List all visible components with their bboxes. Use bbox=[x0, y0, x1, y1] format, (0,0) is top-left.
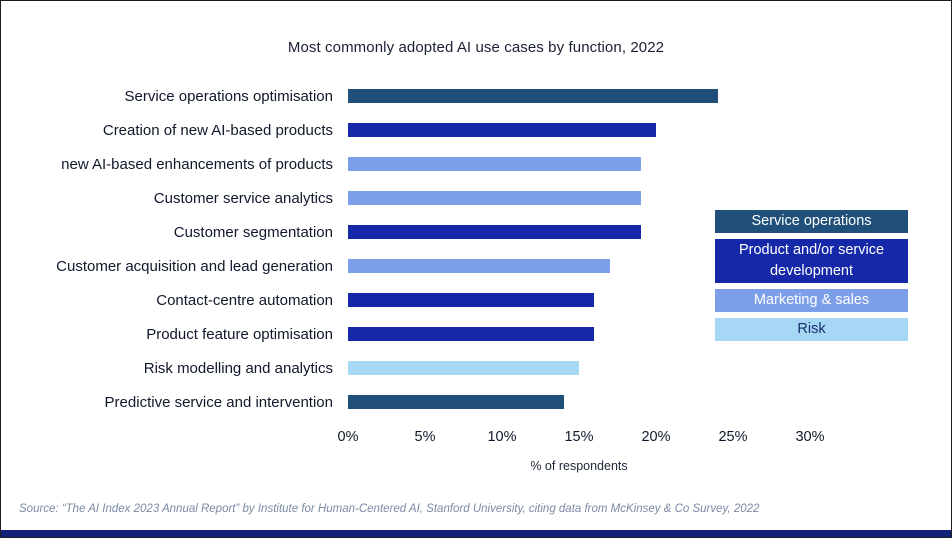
legend: Service operations Product and/or service… bbox=[715, 210, 908, 347]
bar-track bbox=[348, 123, 810, 137]
bar bbox=[348, 225, 641, 239]
legend-item: Risk bbox=[715, 318, 908, 341]
bar-label: Customer acquisition and lead generation bbox=[56, 257, 333, 275]
bar-track bbox=[348, 157, 810, 171]
bar-row: Creation of new AI-based products bbox=[19, 113, 819, 147]
chart-title: Most commonly adopted AI use cases by fu… bbox=[287, 39, 665, 56]
legend-item: Product and/or service development bbox=[715, 239, 908, 283]
bar bbox=[348, 293, 595, 307]
legend-item: Marketing & sales bbox=[715, 289, 908, 312]
bar bbox=[348, 157, 641, 171]
bar-track bbox=[348, 259, 810, 273]
bar-row: Customer service analytics bbox=[19, 181, 819, 215]
x-axis-tick: 10% bbox=[487, 429, 517, 445]
bar bbox=[348, 191, 641, 205]
bar bbox=[348, 259, 610, 273]
bar-row: Service operations optimisation bbox=[19, 79, 819, 113]
x-axis: 0% 5% 10% 15% 20% 25% 30% bbox=[19, 429, 825, 449]
x-axis-tick: 0% bbox=[337, 429, 359, 445]
bar-label: Predictive service and intervention bbox=[104, 393, 333, 411]
bar bbox=[348, 395, 564, 409]
bar-row: Risk modelling and analytics bbox=[19, 351, 819, 385]
bar-label: Contact-centre automation bbox=[156, 291, 333, 309]
x-axis-ticks: 0% 5% 10% 15% 20% 25% 30% bbox=[338, 429, 825, 449]
x-axis-label-row: % of respondents bbox=[19, 459, 819, 473]
bar-track bbox=[348, 225, 810, 239]
source-note: Source: “The AI Index 2023 Annual Report… bbox=[19, 503, 760, 515]
bar-label: new AI-based enhancements of products bbox=[61, 155, 333, 173]
bar-track bbox=[348, 89, 810, 103]
bar-row: Customer acquisition and lead generation bbox=[19, 249, 819, 283]
bar-label: Product feature optimisation bbox=[146, 325, 333, 343]
bar-label: Creation of new AI-based products bbox=[102, 121, 333, 139]
x-axis-label: % of respondents bbox=[530, 459, 628, 473]
bar-label: Customer segmentation bbox=[173, 223, 333, 241]
bar-track bbox=[348, 361, 810, 375]
bar bbox=[348, 327, 595, 341]
bar bbox=[348, 89, 718, 103]
bar-row: Predictive service and intervention bbox=[19, 385, 819, 419]
x-axis-tick: 15% bbox=[564, 429, 594, 445]
footer-strip bbox=[1, 530, 951, 537]
x-axis-tick: 5% bbox=[414, 429, 436, 445]
bar-track bbox=[348, 327, 810, 341]
bar bbox=[348, 123, 656, 137]
legend-item: Service operations bbox=[715, 210, 908, 233]
x-axis-tick: 25% bbox=[718, 429, 748, 445]
bar-track bbox=[348, 191, 810, 205]
x-axis-tick: 30% bbox=[795, 429, 825, 445]
bar-label: Service operations optimisation bbox=[124, 87, 333, 105]
bar-row: new AI-based enhancements of products bbox=[19, 147, 819, 181]
bar-row: Contact-centre automation bbox=[19, 283, 819, 317]
axis-spacer bbox=[19, 429, 333, 449]
bar-chart: Service operations optimisation Creation … bbox=[19, 79, 825, 474]
bar-track bbox=[348, 395, 810, 409]
bar bbox=[348, 361, 579, 375]
bar-row: Customer segmentation bbox=[19, 215, 819, 249]
bar-label: Risk modelling and analytics bbox=[143, 359, 333, 377]
x-axis-tick: 20% bbox=[641, 429, 671, 445]
bar-row: Product feature optimisation bbox=[19, 317, 819, 351]
bar-track bbox=[348, 293, 810, 307]
bar-label: Customer service analytics bbox=[153, 189, 333, 207]
bar-rows: Service operations optimisation Creation … bbox=[19, 79, 819, 419]
